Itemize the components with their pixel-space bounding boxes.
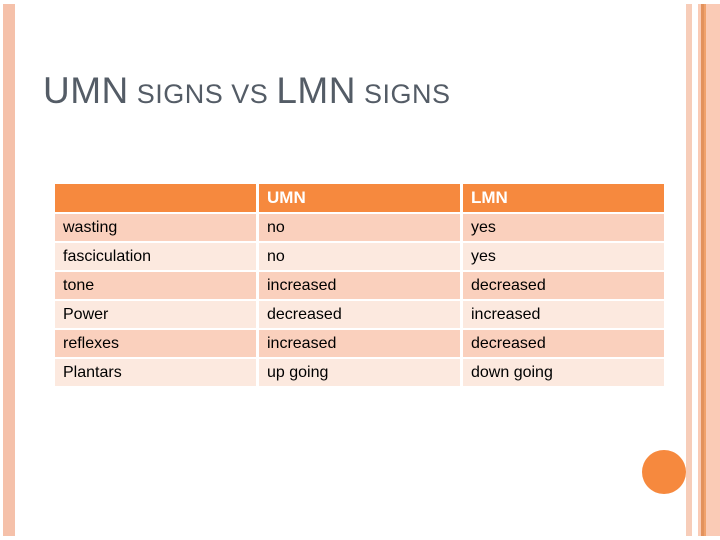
- left-accent-bar: [3, 4, 15, 536]
- row-label: reflexes: [55, 330, 256, 357]
- slide-title-part: LMN: [276, 70, 356, 111]
- lmn-value: decreased: [463, 330, 664, 357]
- header-cell-empty: [55, 184, 256, 212]
- umn-value: decreased: [259, 301, 460, 328]
- umn-value: no: [259, 243, 460, 270]
- slide-title-part: UMN: [43, 70, 129, 111]
- lmn-value: decreased: [463, 272, 664, 299]
- lmn-value: yes: [463, 243, 664, 270]
- table-header-row: UMN LMN: [55, 184, 664, 212]
- decorative-circle: [642, 450, 686, 494]
- right-accent-stripe: [686, 4, 692, 536]
- row-label: tone: [55, 272, 256, 299]
- row-label: fasciculation: [55, 243, 256, 270]
- umn-lmn-comparison-table: UMN LMN wasting no yes fasciculation no …: [52, 182, 667, 388]
- umn-value: increased: [259, 330, 460, 357]
- row-label: Power: [55, 301, 256, 328]
- right-band-dark-line: [701, 4, 704, 536]
- header-cell-lmn: LMN: [463, 184, 664, 212]
- table-row: tone increased decreased: [55, 272, 664, 299]
- slide-title-part: SIGNS VS: [128, 79, 277, 109]
- row-label: Plantars: [55, 359, 256, 386]
- table-row: Power decreased increased: [55, 301, 664, 328]
- lmn-value: yes: [463, 214, 664, 241]
- table-row: Plantars up going down going: [55, 359, 664, 386]
- lmn-value: increased: [463, 301, 664, 328]
- slide-title-part: SIGNS: [355, 79, 451, 109]
- right-accent-band: [698, 4, 720, 536]
- table-row: wasting no yes: [55, 214, 664, 241]
- table-row: fasciculation no yes: [55, 243, 664, 270]
- umn-value: up going: [259, 359, 460, 386]
- slide-title: UMN SIGNS VS LMN SIGNS: [43, 72, 450, 117]
- row-label: wasting: [55, 214, 256, 241]
- umn-value: no: [259, 214, 460, 241]
- lmn-value: down going: [463, 359, 664, 386]
- header-cell-umn: UMN: [259, 184, 460, 212]
- umn-value: increased: [259, 272, 460, 299]
- table-row: reflexes increased decreased: [55, 330, 664, 357]
- right-band-mid-line: [704, 4, 706, 536]
